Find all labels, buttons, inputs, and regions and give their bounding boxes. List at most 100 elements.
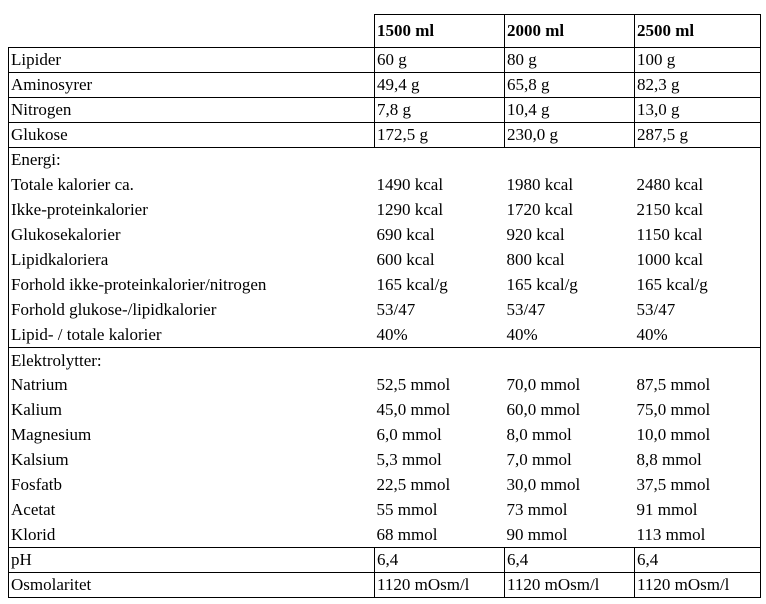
value-cell: 8,0 mmol [506, 425, 572, 445]
table-row: Nitrogen 7,8 g 10,4 g 13,0 g [8, 97, 761, 123]
row-label: Glukosekalorier [8, 222, 375, 248]
value-cell: 100 g [634, 47, 761, 73]
table-row: Lipider 60 g 80 g 100 g [8, 47, 761, 73]
row-label: Magnesium [8, 422, 375, 448]
value-cell: 6,4 [374, 547, 505, 574]
value-cell: 53/47 [506, 299, 546, 319]
table-row: Kalium 45,0 mmol 60,0 mmol 75,0 mmol [8, 397, 761, 423]
table-row: Lipid- / totale kalorier 40% 40% 40% [8, 322, 761, 349]
value-cell: 40% [634, 322, 761, 349]
row-label: Kalium [8, 397, 375, 423]
value-cell: 172,5 g [374, 122, 505, 148]
row-label: Nitrogen [8, 97, 375, 123]
value-cell: 1120 mOsm/l [504, 572, 635, 599]
row-label: Ikke-proteinkalorier [8, 197, 375, 223]
table-row: Natrium 52,5 mmol 70,0 mmol 87,5 mmol [8, 373, 761, 398]
value-cell: 68 mmol [374, 522, 505, 549]
value-cell: 5,3 mmol [376, 450, 442, 470]
value-cell: 1500 ml [374, 14, 505, 48]
value-cell: 230,0 g [504, 122, 635, 148]
value-cell: 7,8 g [374, 97, 505, 123]
value-cell: 10,0 mmol [634, 422, 761, 448]
value-cell: 40% [504, 322, 635, 349]
header-row: 1500 ml 2000 ml 2500 ml [8, 14, 761, 48]
value-cell: 60 g [374, 47, 505, 73]
value-cell: 1150 kcal [634, 222, 761, 248]
value-cell: 52,5 mmol [376, 375, 451, 395]
value-cell: 91 mmol [634, 497, 761, 523]
value-cell: 90 mmol [504, 522, 635, 549]
value-cell: 45,0 mmol [376, 400, 451, 420]
value-cell: 2500 ml [634, 14, 761, 48]
row-label: Lipid- / totale kalorier [8, 322, 375, 349]
value-cell: 2000 ml [504, 14, 635, 48]
section-title-row: Energi: [8, 146, 761, 173]
value-cell: 30,0 mmol [506, 475, 581, 495]
table-row: Acetat 55 mmol 73 mmol 91 mmol [8, 497, 761, 523]
row-label: Lipidkaloriera [8, 247, 375, 273]
value-cell: 2480 kcal [634, 172, 761, 198]
table-row: Glukose 172,5 g 230,0 g 287,5 g [8, 122, 761, 148]
value-cell: 8,8 mmol [634, 447, 761, 473]
value-cell [504, 347, 635, 374]
row-label: Osmolaritet [8, 572, 375, 599]
value-cell: 2150 kcal [634, 197, 761, 223]
value-cell: 70,0 mmol [506, 375, 581, 395]
table-row: Glukosekalorier 690 kcal 920 kcal 1150 kcal [8, 222, 761, 248]
table-row: Klorid 68 mmol 90 mmol 113 mmol [8, 522, 761, 549]
composition-table: 1500 ml 2000 ml 2500 ml Lipider 60 g 80 g 100 … [8, 14, 761, 599]
table-row: Lipidkaloriera 600 kcal 800 kcal 1000 kcal [8, 247, 761, 273]
value-cell: 37,5 mmol [634, 472, 761, 498]
row-label: Totale kalorier ca. [8, 172, 375, 198]
value-cell: 600 kcal [376, 250, 435, 269]
value-cell: 1000 kcal [634, 247, 761, 273]
value-cell: 82,3 g [634, 72, 761, 98]
value-cell: 113 mmol [634, 522, 761, 549]
row-label: Natrium [8, 373, 375, 398]
value-cell: 10,4 g [504, 97, 635, 123]
value-cell [374, 146, 505, 173]
value-cell: 1290 kcal [376, 200, 444, 220]
value-cell: 165 kcal/g [634, 272, 761, 298]
value-cell: 73 mmol [506, 499, 568, 519]
value-cell: 1980 kcal [506, 175, 574, 195]
value-cell: 6,4 [634, 547, 761, 574]
value-cell: 55 mmol [376, 499, 438, 519]
value-cell: 920 kcal [506, 225, 565, 245]
value-cell [634, 146, 761, 173]
value-cell: 165 kcal/g [376, 274, 448, 294]
section-title: Energi: [8, 146, 375, 173]
value-cell: 165 kcal/g [506, 274, 578, 294]
value-cell: 22,5 mmol [376, 475, 451, 495]
value-cell: 690 kcal [376, 225, 435, 245]
row-label: Lipider [8, 47, 375, 73]
value-cell: 75,0 mmol [634, 397, 761, 423]
value-cell: 7,0 mmol [506, 450, 572, 470]
value-cell [634, 347, 761, 374]
value-cell: 1490 kcal [376, 175, 444, 195]
section-title-row: Elektrolytter: [8, 347, 761, 374]
value-cell: 60,0 mmol [506, 400, 581, 420]
value-cell: 80 g [504, 47, 635, 73]
value-cell: 49,4 g [374, 72, 505, 98]
row-label: Klorid [8, 522, 375, 549]
value-cell: 1720 kcal [506, 200, 574, 220]
table-row: pH 6,4 6,4 6,4 [8, 547, 761, 574]
value-cell [504, 146, 635, 173]
row-label: Glukose [8, 122, 375, 148]
table-body: 1500 ml 2000 ml 2500 ml Lipider 60 g 80 g 100 … [8, 14, 761, 599]
table-row: Forhold glukose-/lipidkalorier 53/47 53/47… [8, 297, 761, 323]
row-label: Fosfatb [8, 472, 375, 498]
value-cell: 13,0 g [634, 97, 761, 123]
table-row: Aminosyrer 49,4 g 65,8 g 82,3 g [8, 72, 761, 98]
table-row: Magnesium 6,0 mmol 8,0 mmol 10,0 mmol [8, 422, 761, 448]
value-cell: 87,5 mmol [634, 373, 761, 398]
value-cell [374, 347, 505, 374]
row-label: pH [8, 547, 375, 574]
row-label: Aminosyrer [8, 72, 375, 98]
value-cell: 800 kcal [506, 250, 565, 269]
row-label: Forhold glukose-/lipidkalorier [8, 297, 375, 323]
table-row: Totale kalorier ca. 1490 kcal 1980 kcal 248… [8, 172, 761, 198]
value-cell: 65,8 g [504, 72, 635, 98]
section-title: Elektrolytter: [8, 347, 375, 374]
